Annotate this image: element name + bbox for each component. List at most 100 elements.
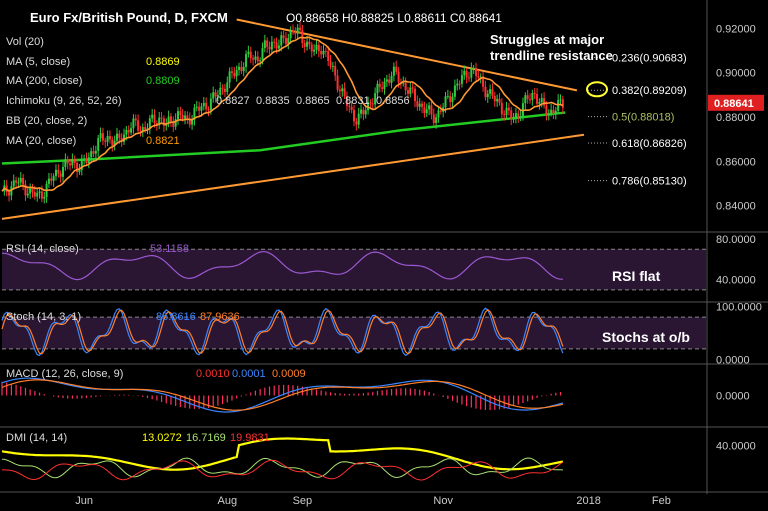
candle-body <box>385 79 388 82</box>
rsi-label[interactable]: RSI (14, close) <box>6 243 79 255</box>
candle-body <box>383 81 386 89</box>
candle-body <box>181 114 184 119</box>
candle-body <box>230 71 233 74</box>
time-tick-label: Sep <box>293 495 313 507</box>
candle-body <box>489 89 492 94</box>
price-tick-label: 0.88000 <box>716 112 756 124</box>
ma5-label[interactable]: MA (5, close) <box>6 56 70 68</box>
candle-body <box>526 95 529 100</box>
candle-body <box>97 138 100 151</box>
candle-body <box>322 50 325 55</box>
candle-body <box>451 96 454 103</box>
candle-body <box>491 89 494 96</box>
candle-body <box>416 101 419 107</box>
candle-body <box>519 116 522 118</box>
candle-body <box>80 158 83 170</box>
candle-body <box>15 180 18 183</box>
candle-body <box>430 105 433 115</box>
rsi-tick-label: 80.0000 <box>716 234 756 246</box>
candle-body <box>57 169 60 174</box>
candle-body <box>193 107 196 120</box>
candle-body <box>242 66 245 72</box>
rsi-annotation: RSI flat <box>612 268 661 284</box>
candle-body <box>19 177 22 183</box>
candle-body <box>47 178 50 184</box>
candle-body <box>83 158 86 160</box>
dmi-panel: 40.0000 <box>1 437 756 481</box>
candle-body <box>299 27 302 31</box>
candle-body <box>167 116 170 124</box>
trendline-annotation-line2: trendline resistance <box>490 48 613 63</box>
candle-body <box>540 98 543 103</box>
vol-label[interactable]: Vol (20) <box>6 36 44 48</box>
candle-body <box>338 89 341 92</box>
candle-body <box>355 121 358 125</box>
candle-body <box>324 50 327 52</box>
candle-body <box>559 99 562 101</box>
candle-body <box>139 130 142 132</box>
candle-body <box>308 41 311 45</box>
ma200-label[interactable]: MA (200, close) <box>6 75 82 87</box>
candle-body <box>545 105 548 115</box>
candle-body <box>529 99 531 101</box>
candle-body <box>127 129 130 133</box>
candle-body <box>36 192 39 197</box>
candle-body <box>120 138 123 142</box>
candle-body <box>536 93 539 104</box>
candle-body <box>219 87 222 96</box>
candle-body <box>475 68 478 77</box>
candle-body <box>554 110 557 114</box>
trendline-annotation-line1: Struggles at major <box>490 32 604 47</box>
candle-body <box>282 35 285 38</box>
candle-body <box>512 118 515 120</box>
candle-body <box>486 93 489 98</box>
candle-body <box>245 54 248 67</box>
candle-body <box>315 44 318 50</box>
candle-body <box>169 116 172 122</box>
candle-body <box>357 113 360 125</box>
candle-body <box>76 162 79 173</box>
candle-body <box>29 187 32 194</box>
candle-body <box>195 106 198 108</box>
ma20-label[interactable]: MA (20, close) <box>6 135 76 147</box>
candle-body <box>425 109 428 114</box>
rsi-value: 53.1158 <box>150 243 189 255</box>
candle-body <box>191 119 194 125</box>
stoch-annotation: Stochs at o/b <box>602 329 690 345</box>
candle-body <box>263 40 266 49</box>
candle-body <box>40 191 43 199</box>
bb-label[interactable]: BB (20, close, 2) <box>6 115 87 127</box>
macd-label[interactable]: MACD (12, 26, close, 9) <box>6 368 123 380</box>
candle-body <box>327 51 330 62</box>
candle-body <box>498 98 501 103</box>
candle-body <box>226 82 229 92</box>
candle-body <box>538 102 541 104</box>
candle-body <box>184 115 187 119</box>
candle-body <box>552 109 555 114</box>
candle-body <box>428 105 431 110</box>
candle-body <box>381 87 384 89</box>
candle-body <box>155 123 158 125</box>
candle-body <box>294 31 297 34</box>
ichimoku-value-4: 0.8831 <box>336 95 370 107</box>
candle-body <box>350 106 353 110</box>
candle-body <box>268 46 271 50</box>
rsi-line <box>1 251 563 281</box>
candle-body <box>198 106 201 111</box>
candle-body <box>369 102 372 104</box>
candle-body <box>66 159 69 164</box>
ichimoku-label[interactable]: Ichimoku (9, 26, 52, 26) <box>6 95 122 107</box>
ma20-value: 0.8821 <box>146 135 180 147</box>
candle-body <box>409 87 412 94</box>
panel-bg-dmi <box>0 429 768 490</box>
candle-body <box>437 110 440 118</box>
candle-body <box>148 118 151 129</box>
stoch-label[interactable]: Stoch (14, 3, 1) <box>6 311 81 323</box>
dmi-label[interactable]: DMI (14, 14) <box>6 432 67 444</box>
candle-body <box>301 30 304 44</box>
candle-body <box>507 107 510 111</box>
candle-body <box>421 103 424 108</box>
candle-body <box>111 139 114 146</box>
candle-body <box>146 128 149 130</box>
candle-body <box>514 113 517 119</box>
